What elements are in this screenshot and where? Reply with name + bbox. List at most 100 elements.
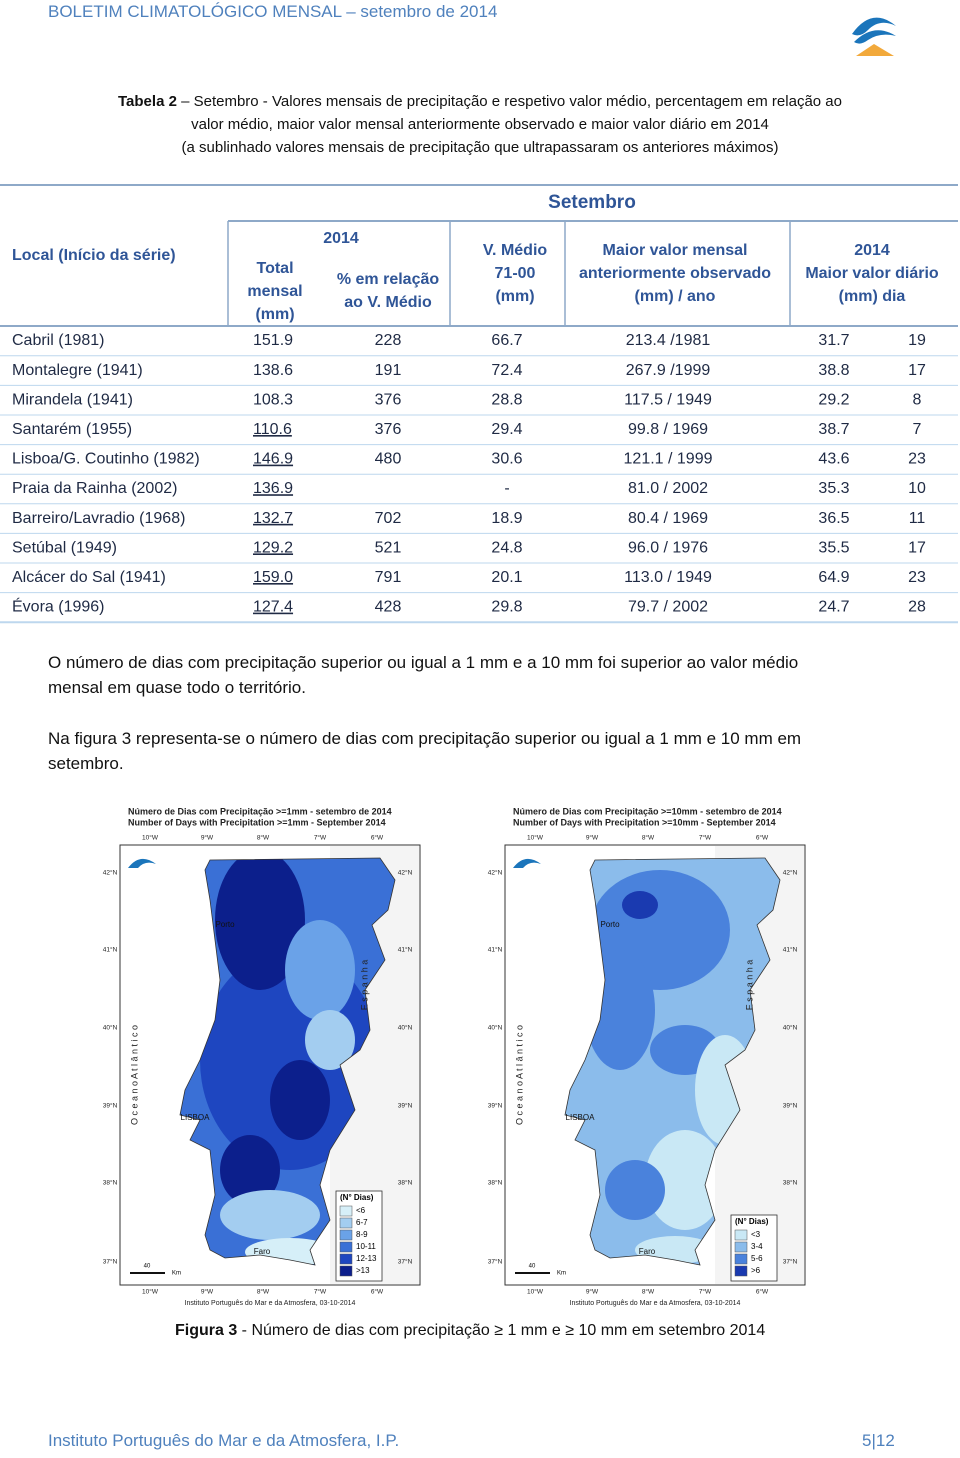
coast bbox=[179, 857, 396, 1266]
lon-label: 10°W bbox=[527, 834, 544, 842]
lat-label: 40°N bbox=[398, 1024, 413, 1032]
header-cell: mensal bbox=[247, 283, 302, 300]
table-caption: Tabela 2 – Setembro - Valores mensais de… bbox=[0, 90, 960, 159]
table-cell: Lisboa/G. Coutinho (1982) bbox=[12, 451, 200, 468]
footer-page: 5|12 bbox=[862, 1431, 895, 1450]
table-cell: 151.9 bbox=[253, 332, 293, 349]
lat-label: 37°N bbox=[783, 1258, 798, 1266]
legend-label: 8-9 bbox=[356, 1230, 368, 1239]
legend-label: 3-4 bbox=[751, 1242, 763, 1251]
caption-label: Tabela 2 bbox=[118, 93, 177, 110]
region bbox=[605, 1160, 665, 1220]
lon-label: 7°W bbox=[699, 1288, 712, 1296]
table-cell: Mirandela (1941) bbox=[12, 391, 133, 408]
lon-label: 8°W bbox=[642, 834, 655, 842]
paragraphs: O número de dias com precipitação superi… bbox=[48, 650, 801, 802]
lat-label: 38°N bbox=[103, 1179, 118, 1187]
header-cell: 71-00 bbox=[495, 265, 536, 282]
table-cell: 791 bbox=[375, 569, 402, 586]
lat-label: 39°N bbox=[783, 1102, 798, 1110]
legend-label: 12-13 bbox=[356, 1254, 377, 1263]
legend-label: >6 bbox=[751, 1266, 761, 1275]
table-cell: 38.8 bbox=[818, 362, 849, 379]
table-cell: 11 bbox=[909, 510, 926, 527]
lat-label: 41°N bbox=[488, 946, 503, 954]
table-cell: 702 bbox=[375, 510, 402, 527]
table-cell: 64.9 bbox=[818, 569, 849, 586]
lon-label: 7°W bbox=[699, 834, 712, 842]
table-cell: 80.4 / 1969 bbox=[628, 510, 708, 527]
table-cell: 129.2 bbox=[253, 539, 293, 556]
legend-swatch bbox=[734, 1253, 748, 1265]
region bbox=[220, 1190, 320, 1240]
table-cell: 24.8 bbox=[491, 539, 522, 556]
table-cell: 96.0 / 1976 bbox=[628, 539, 708, 556]
header-cell: (mm) bbox=[495, 288, 534, 305]
figure: Número de Dias com Precipitação >=1mm - … bbox=[103, 806, 806, 1307]
map-logo bbox=[513, 858, 541, 868]
city-label: LISBOA bbox=[566, 1113, 596, 1122]
city-label: Faro bbox=[639, 1247, 656, 1256]
table-cell: 17 bbox=[908, 362, 926, 379]
table-cell: 521 bbox=[375, 539, 402, 556]
table-cell: 35.3 bbox=[818, 480, 849, 497]
scale-label: Km bbox=[557, 1271, 566, 1277]
figure-caption: Figura 3 - Número de dias com precipitaç… bbox=[175, 1322, 765, 1340]
table-cell: 132.7 bbox=[253, 510, 293, 527]
legend-swatch bbox=[734, 1229, 748, 1241]
table-cell: 117.5 / 1949 bbox=[624, 391, 712, 408]
legend-swatch bbox=[339, 1241, 353, 1253]
lat-label: 42°N bbox=[488, 869, 503, 877]
lat-label: 37°N bbox=[398, 1258, 413, 1266]
scale-label: Km bbox=[172, 1271, 181, 1277]
legend-label: >13 bbox=[356, 1266, 370, 1275]
lat-label: 41°N bbox=[103, 946, 118, 954]
lat-label: 42°N bbox=[103, 869, 118, 877]
region bbox=[645, 1130, 725, 1230]
paragraph-line: mensal em quase todo o território. bbox=[48, 678, 306, 697]
lat-label: 38°N bbox=[398, 1179, 413, 1187]
lat-label: 38°N bbox=[488, 1179, 503, 1187]
table-cell: Praia da Rainha (2002) bbox=[12, 480, 177, 497]
ocean-label: O c e a n o A t l â n t i c o bbox=[129, 1025, 139, 1125]
lat-label: 42°N bbox=[398, 869, 413, 877]
header-cell: Local (Início da série) bbox=[12, 247, 176, 264]
spain-label: E s p a n h a bbox=[359, 960, 369, 1011]
caption-line: Tabela 2 – Setembro - Valores mensais de… bbox=[0, 90, 960, 113]
table-cell: 23 bbox=[908, 451, 926, 468]
map-title: Número de Dias com Precipitação >=10mm -… bbox=[513, 806, 782, 816]
lat-label: 40°N bbox=[783, 1024, 798, 1032]
lon-label: 9°W bbox=[586, 1288, 599, 1296]
table-cell: 99.8 / 1969 bbox=[628, 421, 708, 438]
table-cell: 38.7 bbox=[818, 421, 849, 438]
table-cell: 72.4 bbox=[491, 362, 522, 379]
figure-caption-label: Figura 3 bbox=[175, 1322, 238, 1339]
table-cell: 191 bbox=[375, 362, 402, 379]
table-cell: 81.0 / 2002 bbox=[628, 480, 708, 497]
header-cell: (mm) dia bbox=[839, 288, 906, 305]
table-cell: 7 bbox=[913, 421, 922, 438]
table-cell: 43.6 bbox=[818, 451, 849, 468]
scale-label: 40 bbox=[144, 1264, 151, 1270]
legend-swatch bbox=[734, 1241, 748, 1253]
table-cell: 28 bbox=[908, 599, 926, 616]
legend-label: 5-6 bbox=[751, 1254, 763, 1263]
city-label: Faro bbox=[254, 1247, 271, 1256]
header-cell: ao V. Médio bbox=[344, 294, 432, 311]
map: Número de Dias com Precipitação >=10mm -… bbox=[488, 806, 806, 1307]
legend-swatch bbox=[339, 1217, 353, 1229]
scale-label: 40 bbox=[529, 1264, 536, 1270]
lon-label: 7°W bbox=[314, 1288, 327, 1296]
region bbox=[305, 1010, 355, 1070]
legend-label: 10-11 bbox=[356, 1242, 376, 1251]
map-credit: Instituto Português do Mar e da Atmosfer… bbox=[185, 1300, 356, 1307]
header-cell: 2014 bbox=[323, 230, 359, 247]
header-cell: anteriormente observado bbox=[579, 265, 771, 282]
table-cell: 108.3 bbox=[253, 391, 293, 408]
paragraph-line: O número de dias com precipitação superi… bbox=[48, 653, 799, 672]
map-logo bbox=[128, 858, 156, 868]
lat-label: 42°N bbox=[783, 869, 798, 877]
legend-swatch bbox=[339, 1265, 353, 1277]
city-label: Porto bbox=[215, 920, 235, 929]
